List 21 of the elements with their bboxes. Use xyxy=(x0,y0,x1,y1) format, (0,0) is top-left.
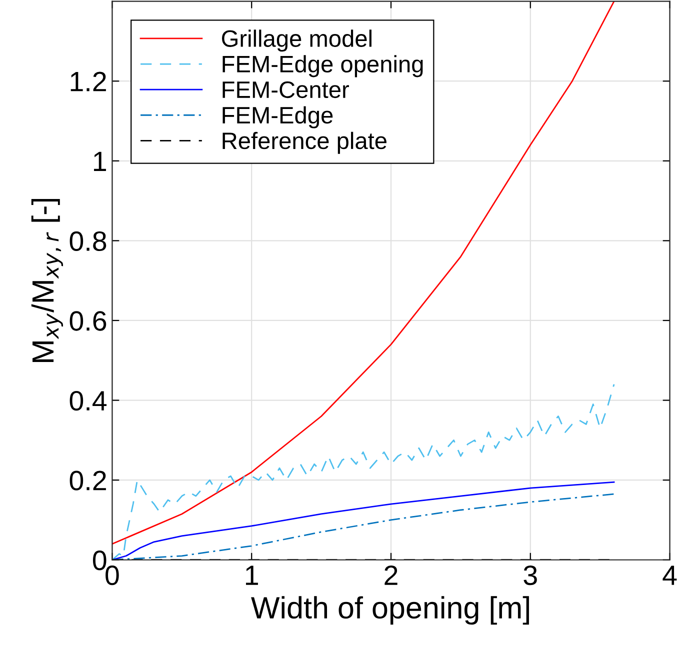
x-tick-label: 4 xyxy=(662,566,677,585)
x-tick-label: 1 xyxy=(246,566,258,585)
legend-label: FEM-Edge opening xyxy=(222,55,423,78)
x-tick-label: 2 xyxy=(384,565,398,585)
legend-label: Reference plate xyxy=(222,132,386,154)
y-tick-label: 0 xyxy=(92,550,106,570)
y-tick-label: 0.6 xyxy=(70,311,106,331)
line-series xyxy=(112,481,615,560)
y-tick-label: 0.4 xyxy=(70,390,107,411)
line-series xyxy=(112,1,615,545)
x-axis-title: Width of opening [m] xyxy=(251,596,529,625)
y-tick-label: 1 xyxy=(94,152,106,171)
x-tick-label: 3 xyxy=(524,565,537,586)
legend-label: FEM-Center xyxy=(222,81,349,98)
y-tick-label: 0.2 xyxy=(70,470,106,490)
legend-label: FEM-Edge xyxy=(222,106,333,128)
y-tick-label: 1.2 xyxy=(70,72,106,92)
legend-label: Grillage model xyxy=(222,30,372,52)
line-series xyxy=(112,384,615,560)
y-tick-label: 0.8 xyxy=(70,231,106,252)
y-axis-title: M$_{xy}$/M$_{xy,r}$ [-] xyxy=(31,198,63,362)
